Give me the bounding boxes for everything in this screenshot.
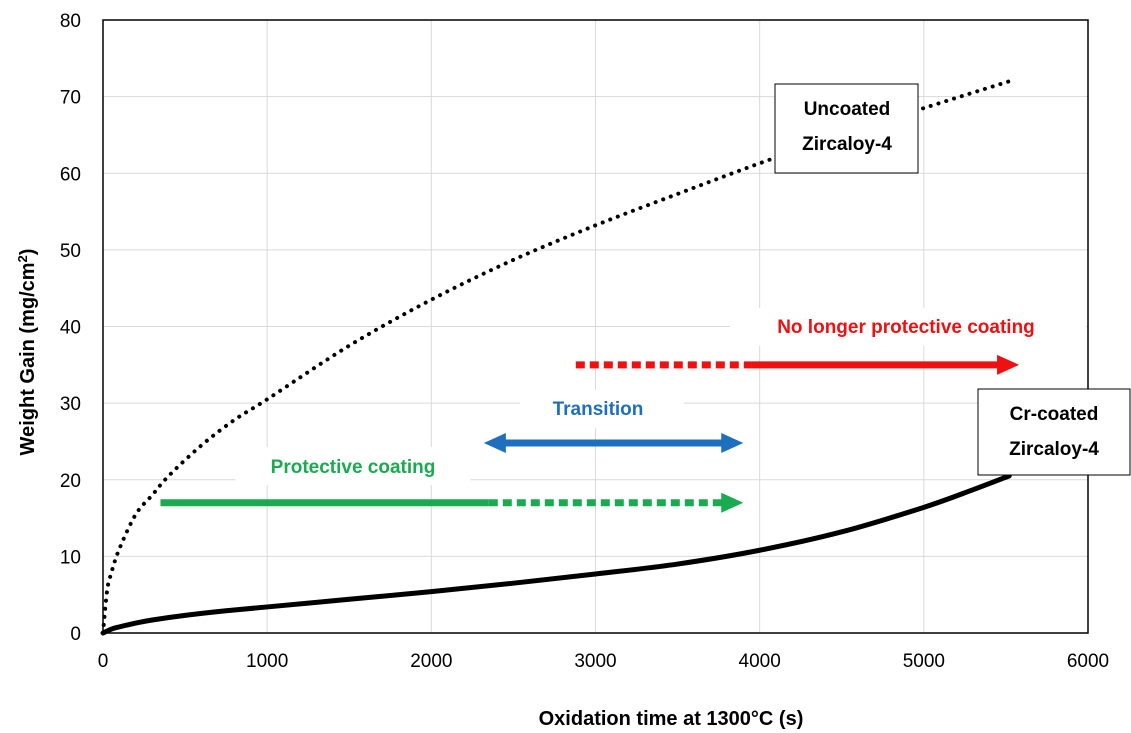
- y-axis-label-main: Weight Gain (mg/cm: [17, 262, 39, 455]
- x-tick-label: 4000: [739, 651, 781, 672]
- no-longer-protective-label: No longer protective coating: [777, 317, 1035, 338]
- x-tick-label: 0: [98, 651, 109, 672]
- y-axis-label-end: ): [17, 249, 39, 256]
- y-tick-label: 70: [60, 88, 81, 109]
- uncoated-label-line1: Uncoated: [804, 99, 891, 120]
- y-tick-label: 20: [60, 471, 81, 492]
- transition-arrow-left-head: [483, 432, 506, 453]
- annotation-arrows: [160, 354, 1020, 513]
- y-tick-label: 40: [60, 318, 81, 339]
- transition-label-group: Transition: [520, 390, 684, 428]
- y-axis-label-sup: 2: [15, 255, 30, 262]
- protective-label-bg: [235, 447, 471, 485]
- y-tick-label: 10: [60, 547, 81, 568]
- uncoated-label-line2: Zircaloy-4: [802, 134, 892, 155]
- coated-label-line2: Zircaloy-4: [1009, 439, 1099, 460]
- no-longer-arrow-head: [997, 354, 1020, 375]
- x-tick-label: 2000: [410, 651, 452, 672]
- x-tick-label: 1000: [246, 651, 288, 672]
- coated-label-line1: Cr-coated: [1010, 404, 1099, 425]
- x-tick-labels: 0 1000 2000 3000 4000 5000 6000: [98, 651, 1109, 672]
- y-tick-label: 50: [60, 241, 81, 262]
- y-tick-labels: 0 10 20 30 40 50 60 70 80: [60, 11, 81, 645]
- no-longer-label-group: No longer protective coating: [730, 308, 1086, 346]
- uncoated-label-box: [774, 83, 919, 174]
- transition-label-bg: [520, 390, 684, 428]
- y-tick-label: 30: [60, 394, 81, 415]
- transition-label: Transition: [553, 399, 644, 420]
- y-tick-label: 0: [70, 624, 81, 645]
- protective-arrow-head: [721, 492, 744, 513]
- plot-area-frame: [102, 19, 1089, 634]
- y-tick-label: 80: [60, 11, 81, 32]
- transition-arrow-head: [721, 432, 744, 453]
- protective-coating-label: Protective coating: [271, 457, 436, 478]
- x-tick-label: 6000: [1067, 651, 1109, 672]
- coated-label-box: [977, 388, 1131, 476]
- protective-label-group: Protective coating: [235, 447, 471, 485]
- y-axis-label: Weight Gain (mg/cm2): [15, 249, 40, 456]
- y-tick-label: 60: [60, 164, 81, 185]
- no-longer-label-bg: [730, 308, 1086, 346]
- coated-label: Cr-coated Zircaloy-4: [977, 388, 1131, 476]
- x-axis-label: Oxidation time at 1300°C (s): [539, 708, 804, 730]
- series-cr-coated-line: [100, 473, 1012, 636]
- x-tick-label: 5000: [903, 651, 945, 672]
- uncoated-label: Uncoated Zircaloy-4: [774, 83, 919, 174]
- x-tick-label: 3000: [574, 651, 616, 672]
